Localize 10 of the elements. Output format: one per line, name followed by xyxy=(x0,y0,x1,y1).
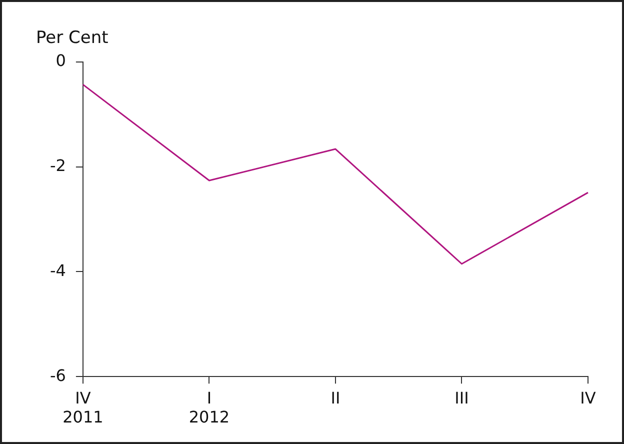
x-tick-label: IV xyxy=(580,388,596,408)
x-tick-label: II xyxy=(330,388,340,408)
x-tick-label: III xyxy=(454,388,469,408)
x-tick-label: I 2012 xyxy=(188,388,230,427)
x-tick-label: IV 2011 xyxy=(62,388,104,427)
y-tick-label: 0 xyxy=(56,51,66,70)
y-tick-label: -6 xyxy=(50,366,66,385)
y-tick-label: -4 xyxy=(50,260,66,280)
y-tick-label: -2 xyxy=(50,156,66,176)
y-axis-title: Per Cent xyxy=(36,28,108,48)
